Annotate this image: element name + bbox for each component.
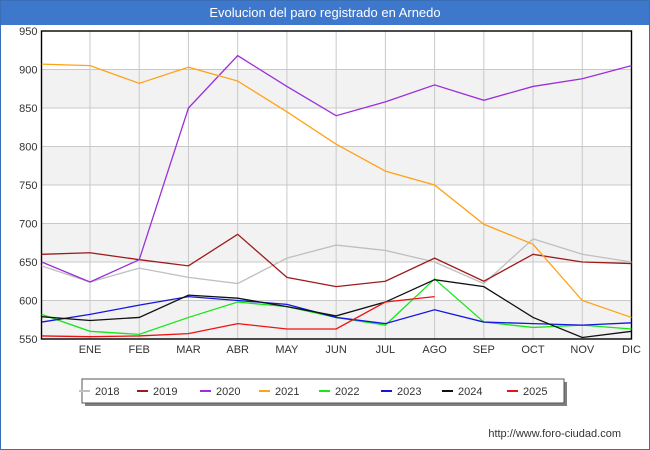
svg-text:2023: 2023 bbox=[397, 386, 421, 398]
svg-text:2022: 2022 bbox=[335, 386, 359, 398]
svg-text:2019: 2019 bbox=[153, 386, 177, 398]
svg-text:2020: 2020 bbox=[216, 386, 240, 398]
svg-text:2018: 2018 bbox=[95, 386, 119, 398]
svg-text:2021: 2021 bbox=[275, 386, 299, 398]
svg-text:2024: 2024 bbox=[458, 386, 482, 398]
svg-text:2025: 2025 bbox=[523, 386, 547, 398]
